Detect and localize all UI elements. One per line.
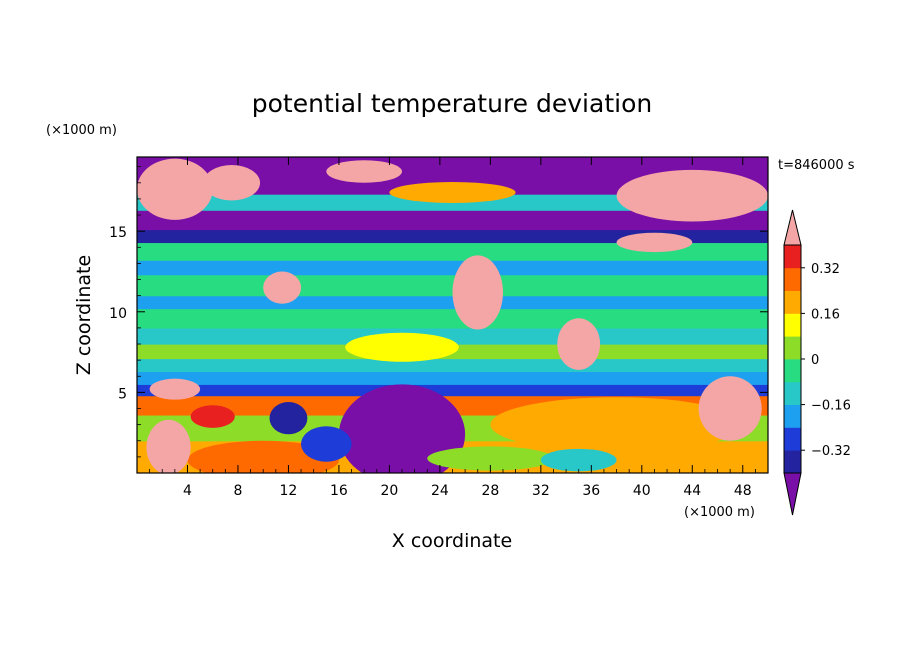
colorbar-min-extension [783,472,802,516]
contour-blob-4 [301,426,352,462]
y-axis-label: Z coordinate [73,255,95,375]
contour-blob-20 [616,232,693,253]
contour-blob-19 [389,181,516,203]
chart-title: potential temperature deviation [252,89,652,118]
y-axis-ticks: 5 10 15 [109,166,768,458]
colorbar-segment [784,267,801,291]
contour-blob-6 [490,397,743,453]
x-axis-label: X coordinate [392,530,512,552]
contour-band-3 [137,384,768,397]
colorbar-segment [784,427,801,451]
contour-band-10 [137,274,768,297]
contour-blob-3 [338,384,466,473]
colorbar-segment [784,404,801,428]
colorbar-label: −0.32 [811,444,851,459]
x-tick-label: 44 [683,483,701,499]
x-tick-label: 4 [183,483,192,499]
contour-blob-7 [698,376,762,441]
contour-blob-12 [263,271,302,304]
y-tick-label: 10 [109,306,127,322]
contour-band-5 [137,358,768,373]
colorbar-segment [784,313,801,337]
colorbar-max-extension [783,209,802,246]
contour-blob-13 [345,332,459,362]
contour-blobs [137,158,768,473]
x-tick-label: 20 [380,483,398,499]
plot-area [137,157,768,473]
contour-blob-18 [616,169,768,222]
colorbar-segment [784,381,801,405]
contour-band-13 [137,229,768,244]
x-axis-ticks: 4 8 12 16 20 24 28 32 36 40 44 48 [149,157,756,499]
contour-blob-5 [269,402,308,435]
y-unit-label: (×1000 m) [46,123,117,138]
contour-band-14 [137,210,768,231]
contour-band-8 [137,308,768,329]
x-tick-label: 48 [734,483,752,499]
time-label: t=846000 s [778,158,855,173]
x-tick-label: 36 [582,483,600,499]
y-tick-label: 15 [109,225,127,241]
x-tick-label: 24 [431,483,449,499]
colorbar-label: 0 [811,353,819,368]
x-tick-label: 28 [481,483,499,499]
x-tick-label: 12 [280,483,298,499]
contour-band-4 [137,371,768,385]
contour-band-12 [137,242,768,261]
y-tick-label: 5 [118,386,127,402]
contour-blob-15 [137,158,213,220]
contour-blob-17 [203,165,261,201]
contour-blob-14 [557,318,601,370]
contour-blob-16 [326,160,403,183]
colorbar-segment [784,290,801,314]
contour-blob-0 [187,440,339,473]
colorbar-segment [784,359,801,383]
contour-band-9 [137,295,768,310]
contour-blob-9 [540,448,617,472]
colorbar-segment [784,336,801,360]
x-tick-label: 16 [330,483,348,499]
colorbar-label: 0.16 [811,307,840,322]
x-tick-label: 32 [532,483,550,499]
x-tick-label: 8 [233,483,242,499]
colorbar-label: −0.16 [811,399,851,414]
contour-blob-11 [452,255,503,330]
contour-blob-8 [427,446,554,471]
contour-blob-1 [146,419,191,473]
colorbar: 0.32 0.16 0 −0.16 −0.32 [783,209,851,516]
x-unit-label: (×1000 m) [684,505,755,520]
colorbar-segment [784,245,801,269]
contour-blob-2 [190,405,235,428]
colorbar-segment [784,450,801,474]
colorbar-label: 0.32 [811,262,840,277]
contour-band-7 [137,327,768,345]
x-tick-label: 40 [633,483,651,499]
contour-band-11 [137,260,768,276]
contour-blob-10 [149,378,201,400]
